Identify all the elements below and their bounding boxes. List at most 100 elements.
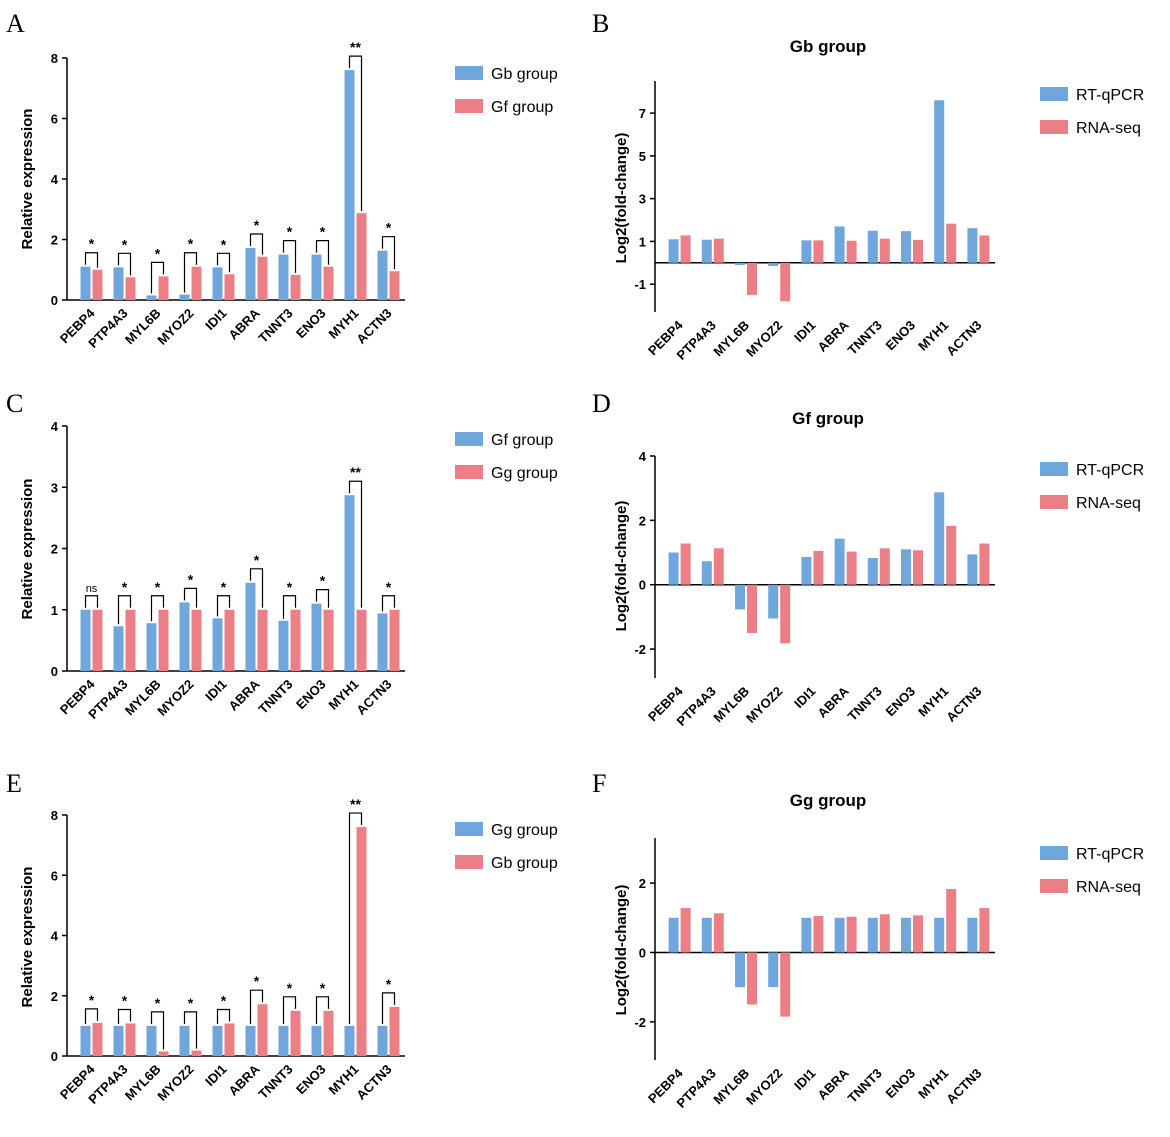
chart-title: Gg group (790, 791, 866, 810)
bar-actn3-rt-qpcr (967, 554, 978, 585)
y-tick-label: 2 (51, 233, 58, 248)
significance-bracket (315, 240, 330, 265)
x-tick-label: TNNT3 (845, 1066, 885, 1106)
x-tick-label: MYOZ2 (154, 306, 196, 348)
y-axis-label: Relative expression (19, 109, 36, 250)
legend-swatch (455, 66, 483, 80)
legend-swatch (1040, 495, 1068, 509)
x-tick-label: IDI1 (202, 306, 229, 333)
bar-myh1-gf-group (356, 213, 367, 300)
y-tick-label: 3 (51, 480, 58, 495)
bar-myl6b-gb-group (158, 1051, 169, 1056)
y-tick-label: 0 (51, 664, 58, 679)
x-tick-label: MYOZ2 (154, 1062, 196, 1104)
bar-eno3-rna-seq (913, 239, 923, 263)
x-tick-label: TNNT3 (255, 677, 295, 717)
y-axis-label: Relative expression (19, 479, 36, 620)
bar-actn3-gg-group (377, 1025, 388, 1056)
significance-bracket (348, 812, 363, 1024)
significance-bracket (84, 252, 99, 268)
bar-myl6b-gb-group (146, 295, 157, 300)
significance-bracket (315, 996, 330, 1024)
significance-bracket (216, 1008, 231, 1024)
bar-tnnt3-rna-seq (879, 238, 890, 263)
panel-d: DGf groupLog2(fold-change)-2024PEBP4PTP4… (592, 389, 1144, 729)
bar-actn3-gf-group (377, 613, 388, 671)
significance-bracket (84, 1008, 99, 1024)
bar-ptp4a3-rna-seq (713, 913, 724, 953)
legend-label: Gg group (491, 465, 558, 482)
bar-eno3-rna-seq (913, 915, 923, 953)
x-tick-label: ENO3 (882, 684, 918, 720)
legend-swatch (1040, 87, 1068, 101)
bar-pebp4-rt-qpcr (668, 239, 679, 263)
bar-myl6b-rt-qpcr (735, 262, 745, 265)
bar-myoz2-gg-group (191, 609, 202, 671)
y-tick-label: 4 (639, 449, 647, 464)
x-tick-label: IDI1 (791, 684, 818, 711)
bar-pebp4-rt-qpcr (668, 552, 679, 585)
bar-actn3-rna-seq (979, 908, 990, 953)
bar-myl6b-gf-group (158, 276, 169, 300)
legend-label: Gf group (491, 432, 553, 449)
legend-swatch (1040, 462, 1068, 476)
x-tick-label: ACTN3 (353, 677, 394, 718)
y-tick-label: 6 (51, 868, 58, 883)
significance-label: ** (350, 796, 361, 812)
bar-eno3-gf-group (311, 603, 322, 671)
significance-bracket (282, 240, 297, 273)
panel-f: FGg groupLog2(fold-change)-202PEBP4PTP4A… (592, 769, 1144, 1111)
bar-eno3-rna-seq (913, 550, 923, 585)
bar-tnnt3-gg-group (278, 1025, 289, 1056)
y-axis-label: Log2(fold-change) (613, 885, 630, 1016)
significance-bracket (183, 1011, 198, 1049)
bar-myl6b-rna-seq (747, 584, 757, 633)
significance-label: ns (86, 583, 98, 595)
bar-pebp4-gb-group (80, 266, 91, 300)
panel-label: A (6, 9, 25, 38)
bar-actn3-rna-seq (979, 235, 990, 263)
bar-abra-rt-qpcr (834, 538, 845, 585)
bar-pebp4-rna-seq (680, 235, 691, 263)
legend-label: RNA-seq (1076, 120, 1141, 137)
bar-idi1-rna-seq (813, 240, 824, 263)
significance-bracket (381, 595, 396, 612)
bar-myoz2-rna-seq (780, 262, 791, 302)
legend-label: RNA-seq (1076, 495, 1141, 512)
bar-idi1-rna-seq (813, 550, 824, 585)
x-tick-label: ACTN3 (943, 1066, 984, 1107)
legend-label: Gb group (491, 66, 558, 83)
bar-myoz2-rt-qpcr (768, 584, 779, 619)
significance-label: * (188, 236, 194, 252)
significance-bracket (282, 595, 297, 619)
significance-label: * (386, 976, 392, 992)
significance-label: ** (350, 464, 361, 480)
x-tick-label: MYOZ2 (154, 677, 196, 719)
bar-pebp4-gg-group (92, 609, 103, 671)
x-tick-label: MYOZ2 (743, 1066, 785, 1108)
y-tick-label: 0 (51, 1049, 58, 1064)
bar-myh1-rna-seq (946, 223, 957, 263)
significance-bracket (117, 1008, 132, 1024)
bar-myh1-gb-group (356, 827, 367, 1056)
bar-abra-gb-group (257, 1004, 268, 1056)
significance-bracket (150, 261, 165, 294)
bar-pebp4-gg-group (80, 1025, 91, 1056)
y-tick-label: 2 (51, 989, 58, 1004)
y-tick-label: 0 (51, 293, 58, 308)
significance-label: * (89, 236, 95, 252)
bar-myh1-rt-qpcr (934, 917, 945, 953)
x-tick-label: ENO3 (293, 1062, 329, 1098)
y-tick-label: 2 (639, 513, 646, 528)
bar-myoz2-gb-group (179, 294, 190, 300)
bar-abra-gb-group (245, 247, 256, 300)
bar-abra-gg-group (245, 1025, 256, 1056)
bar-myh1-rna-seq (946, 888, 957, 953)
panel-label: D (592, 389, 611, 418)
significance-label: * (89, 992, 95, 1008)
bar-actn3-gb-group (389, 1006, 400, 1056)
bar-abra-gf-group (257, 256, 268, 300)
y-tick-label: 8 (51, 51, 58, 66)
bar-actn3-rt-qpcr (967, 917, 978, 953)
